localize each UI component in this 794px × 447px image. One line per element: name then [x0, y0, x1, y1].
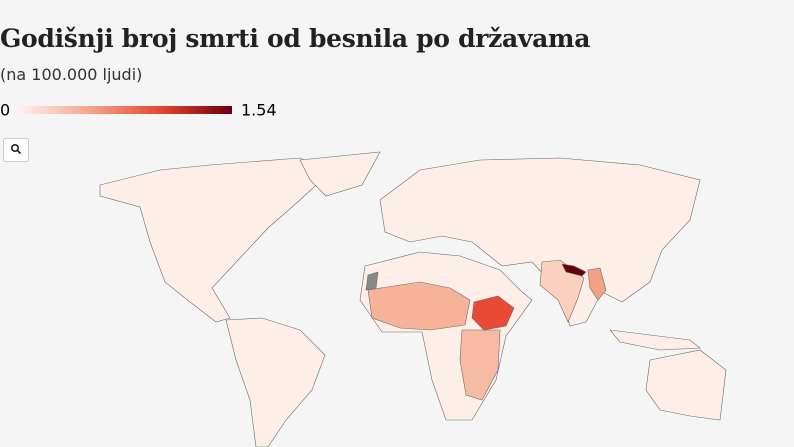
eurasia — [379, 157, 701, 327]
sahel-region — [367, 281, 471, 331]
world-map — [99, 151, 727, 447]
ethiopia-region — [471, 295, 515, 331]
north-america — [99, 157, 331, 323]
search-icon — [10, 143, 22, 154]
australia — [645, 349, 727, 421]
color-legend: 0 1.54 — [0, 101, 277, 120]
legend-min-label: 0 — [0, 101, 10, 120]
search-button[interactable] — [3, 138, 29, 162]
south-america — [225, 317, 326, 447]
myanmar-region — [587, 267, 607, 301]
nepal-region — [561, 263, 587, 277]
indonesia — [609, 329, 701, 351]
title: Godišnji broj smrti od besnila po država… — [0, 24, 591, 53]
africa — [359, 251, 533, 421]
western-sahara — [365, 271, 379, 291]
subtitle: (na 100.000 ljudi) — [0, 65, 143, 84]
east-africa-region — [459, 329, 501, 401]
legend-max-label: 1.54 — [241, 101, 277, 120]
legend-bar — [20, 106, 232, 114]
greenland — [299, 151, 381, 197]
india-region — [539, 259, 585, 323]
